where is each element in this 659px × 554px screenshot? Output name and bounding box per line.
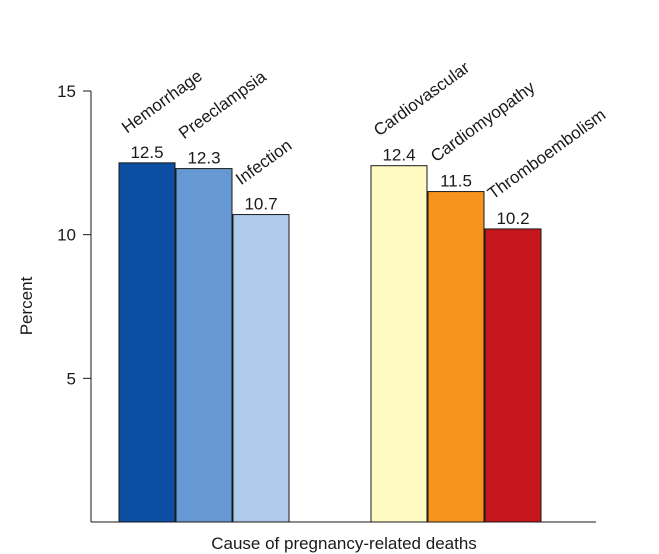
- value-label-infection: 10.7: [244, 195, 277, 214]
- value-label-thromboembolism: 10.2: [496, 209, 529, 228]
- bar-preeclampsia: [175, 168, 233, 523]
- bars: [118, 162, 542, 523]
- y-ticks: 5 10 15: [57, 82, 91, 388]
- value-label-hemorrhage: 12.5: [130, 143, 163, 162]
- value-labels: 12.5 12.3 10.7 12.4 11.5 10.2: [130, 143, 529, 228]
- bar-hemorrhage: [118, 162, 176, 523]
- y-tick-label: 10: [57, 226, 76, 245]
- value-label-cardiomyopathy: 11.5: [440, 172, 472, 191]
- y-axis-title: Percent: [17, 276, 36, 335]
- value-label-cardiovascular: 12.4: [382, 146, 415, 165]
- bar-infection: [232, 214, 290, 523]
- bar-thromboembolism: [484, 228, 542, 523]
- category-label-infection: Infection: [232, 136, 295, 189]
- y-tick-label: 15: [57, 82, 76, 101]
- x-axis-title: Cause of pregnancy-related deaths: [211, 534, 477, 553]
- category-label-thromboembolism: Thromboembolism: [484, 105, 609, 203]
- bar-cardiovascular: [370, 165, 428, 523]
- value-label-preeclampsia: 12.3: [187, 149, 220, 168]
- bar-cardiomyopathy: [427, 191, 485, 523]
- y-tick-label: 5: [67, 369, 76, 388]
